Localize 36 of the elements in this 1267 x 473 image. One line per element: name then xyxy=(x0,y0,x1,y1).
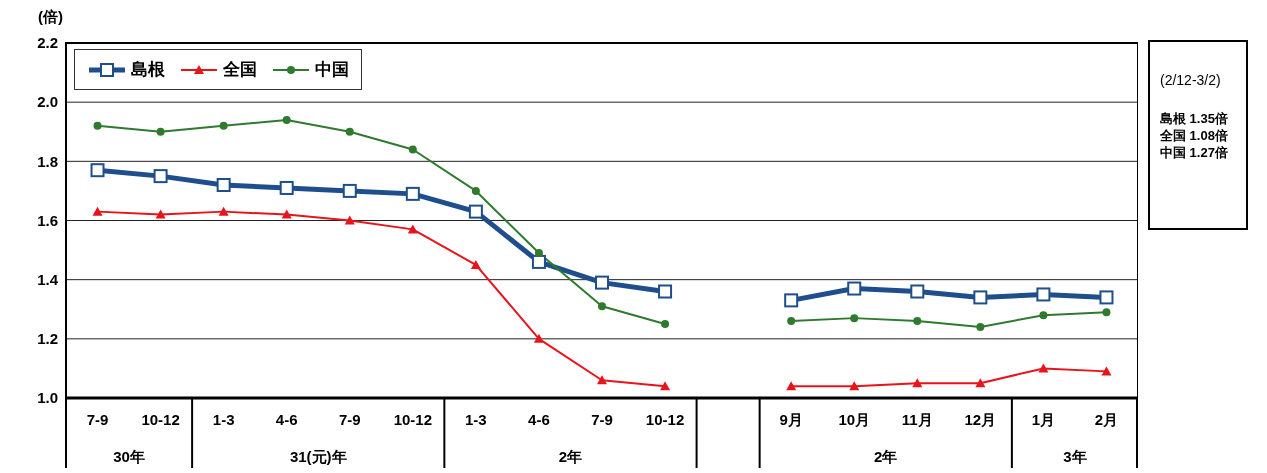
x-tick-label: 9月 xyxy=(779,410,803,428)
x-tick-label: 10月 xyxy=(838,410,871,428)
text: 31(元)年 xyxy=(289,448,347,465)
x-tick-label: 10-12 xyxy=(141,410,180,428)
y-tick-label: 1.8 xyxy=(37,152,58,170)
text: 2年 xyxy=(874,448,898,465)
text: 島根 1.35倍 xyxy=(1160,110,1229,127)
x-tick-label: 1月 xyxy=(1031,410,1056,428)
x-tick-label: 4-6 xyxy=(528,410,550,428)
legend-label: 島根 xyxy=(131,59,165,81)
x-tick-label: 1-3 xyxy=(212,410,235,428)
legend-label: 中国 xyxy=(315,59,349,81)
y-tick-label: 1.4 xyxy=(37,270,59,288)
x-tick-label: 7-9 xyxy=(591,410,613,428)
legend-label: 全国 xyxy=(223,59,257,81)
text: 中国 1.27倍 xyxy=(1160,144,1229,161)
x-tick-label: 4-6 xyxy=(275,410,298,428)
x-tick-label: 10-12 xyxy=(645,410,685,428)
y-tick-label: 2.2 xyxy=(37,34,58,52)
y-tick-label: 1.2 xyxy=(37,330,58,348)
text: 30年 xyxy=(113,448,145,465)
x-tick-label: 10-12 xyxy=(393,410,433,428)
text: 3年 xyxy=(1063,448,1087,465)
x-tick-label: 7-9 xyxy=(338,410,361,428)
text: 2年 xyxy=(558,448,583,465)
x-tick-label: 11月 xyxy=(901,410,933,428)
x-tick-label: 7-9 xyxy=(86,410,109,428)
y-tick-label: 1.0 xyxy=(37,389,58,407)
y-axis-title: (倍) xyxy=(38,8,63,27)
text: (2/12-3/2) xyxy=(1160,72,1222,88)
text: 全国 1.08倍 xyxy=(1160,127,1229,144)
x-tick-label: 2月 xyxy=(1094,410,1119,428)
x-tick-label: 1-3 xyxy=(465,410,487,428)
y-tick-label: 1.6 xyxy=(37,211,58,229)
y-tick-label: 2.0 xyxy=(37,93,58,111)
x-tick-label: 12月 xyxy=(964,410,997,428)
